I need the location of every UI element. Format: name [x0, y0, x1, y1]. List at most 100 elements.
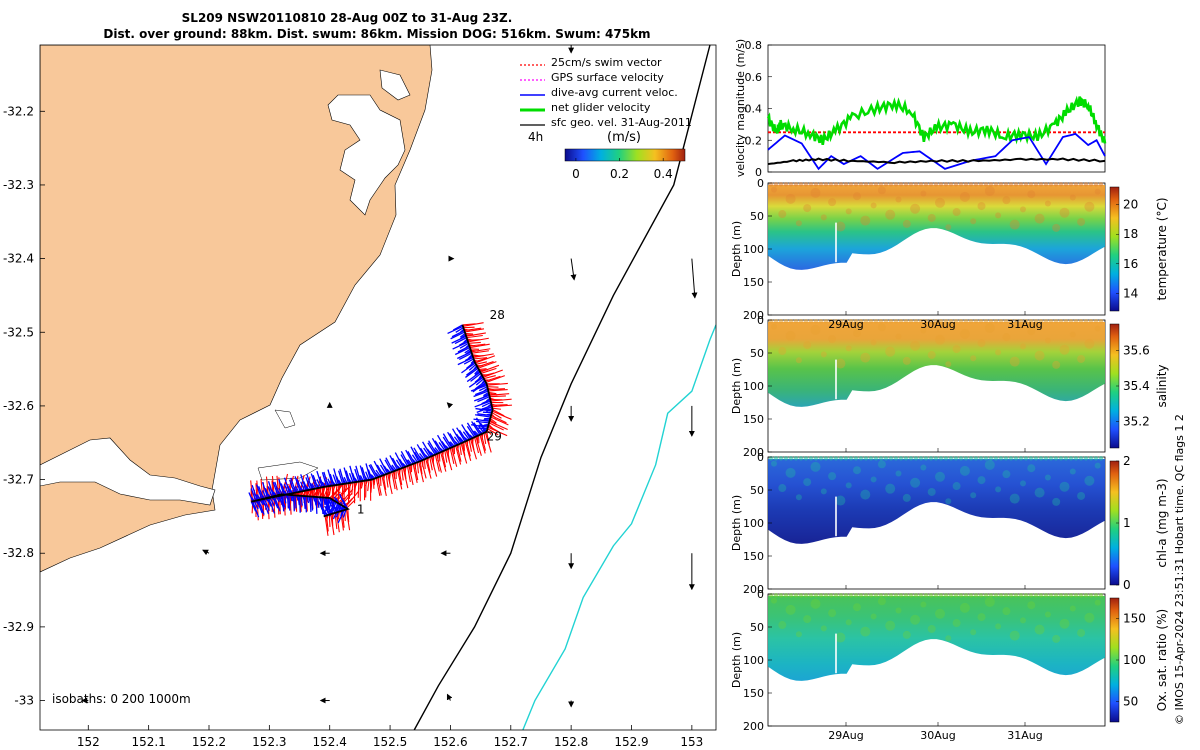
profile-blob: [910, 614, 921, 625]
profile-blob: [1084, 612, 1095, 623]
velocity-ytick-label: 0.4: [745, 103, 763, 116]
profile-blob: [910, 477, 921, 488]
profile-blob: [984, 596, 995, 607]
current-vector: [261, 481, 269, 499]
current-vector: [256, 484, 263, 500]
current-vector: [466, 425, 476, 438]
current-vector: [262, 498, 270, 515]
profile-blob: [895, 607, 902, 614]
current-vector: [458, 436, 465, 443]
surface-dot: [908, 182, 914, 187]
current-vector: [335, 476, 341, 485]
surface-dot: [963, 182, 969, 187]
profile-blob: [927, 350, 936, 359]
profile-blob: [1052, 360, 1061, 369]
surface-dot: [938, 319, 944, 324]
current-vector: [329, 473, 335, 486]
surface-dot: [848, 182, 854, 187]
current-vector: [456, 427, 466, 442]
surface-dot: [918, 319, 924, 324]
profile-blob: [984, 459, 995, 470]
map-ytick-label: -32.7: [3, 473, 34, 487]
profile-blob: [902, 219, 911, 228]
surface-dot: [938, 182, 944, 187]
swim-vector: [469, 343, 490, 349]
current-vector: [294, 476, 301, 492]
profile-blob: [810, 187, 821, 198]
surface-dot: [893, 593, 899, 598]
surface-dot: [868, 319, 874, 324]
current-vector: [438, 442, 446, 451]
current-vector: [449, 433, 458, 446]
profile-blob: [977, 613, 986, 622]
current-vector: [280, 483, 287, 495]
current-vector: [428, 440, 438, 455]
profile-blob: [920, 464, 927, 471]
surface-dot: [1038, 456, 1044, 461]
current-vector: [333, 496, 342, 512]
surface-dot: [973, 593, 979, 598]
surface-dot: [798, 182, 804, 187]
profile-blob: [803, 478, 812, 487]
profile-blob: [1069, 331, 1076, 338]
profile-blob: [1077, 491, 1086, 500]
current-vector: [384, 459, 393, 473]
current-vector: [468, 363, 477, 371]
swim-vector: [330, 482, 345, 500]
legend-current: dive-avg current veloc.: [551, 86, 678, 99]
current-vector: [282, 494, 285, 512]
swim-vector: [449, 447, 455, 465]
profile-blob: [1020, 343, 1026, 350]
current-vector: [369, 464, 379, 478]
surface-dot: [838, 593, 844, 598]
colorbar-tick-label: 16: [1123, 257, 1138, 271]
swim-vector: [455, 445, 462, 465]
current-vector: [319, 476, 325, 488]
profile-blob: [795, 494, 802, 501]
current-vector: [454, 346, 471, 356]
current-vector: [458, 352, 473, 361]
current-vector: [300, 481, 306, 492]
profile-blob: [970, 629, 977, 636]
map-xtick-label: 152.8: [554, 735, 588, 749]
surface-dot: [1018, 319, 1024, 324]
swim-vector: [492, 409, 505, 417]
profile-curtain: [768, 595, 1105, 681]
surface-dot: [913, 593, 919, 598]
profile-blob: [959, 602, 970, 613]
profile-blob: [885, 346, 896, 357]
map-xtick-label: 152.6: [433, 735, 467, 749]
swim-vector: [402, 467, 409, 489]
current-vector: [327, 478, 332, 487]
surface-dot: [828, 593, 834, 598]
profile-blob: [1034, 350, 1045, 361]
current-vector: [251, 484, 258, 501]
swim-vector: [478, 368, 487, 371]
swim-vector: [372, 478, 375, 489]
swim-vector: [492, 407, 501, 410]
current-vector: [455, 433, 464, 444]
surface-dot: [928, 319, 934, 324]
profile-blob: [820, 351, 827, 358]
profile-blob: [795, 220, 802, 227]
profile-blob: [977, 202, 986, 211]
surface-vector: [202, 549, 210, 556]
current-vector: [473, 430, 480, 436]
current-vector: [463, 358, 474, 365]
surface-dot: [868, 182, 874, 187]
surface-dot: [903, 319, 909, 324]
profile-panel-salinity: 0 50 100 150 200 Depth (m) 35.2 35.4 35.6 salinit…: [730, 314, 1169, 459]
current-vector: [368, 464, 377, 479]
surface-dot: [1083, 593, 1089, 598]
current-vector: [413, 447, 423, 461]
surface-dot: [893, 182, 899, 187]
surface-dot: [1043, 593, 1049, 598]
current-vector: [459, 332, 466, 338]
current-vector: [309, 496, 312, 513]
swim-vector: [360, 480, 364, 489]
surface-dot: [1018, 182, 1024, 187]
surface-dot: [783, 593, 789, 598]
surface-dot: [943, 456, 949, 461]
